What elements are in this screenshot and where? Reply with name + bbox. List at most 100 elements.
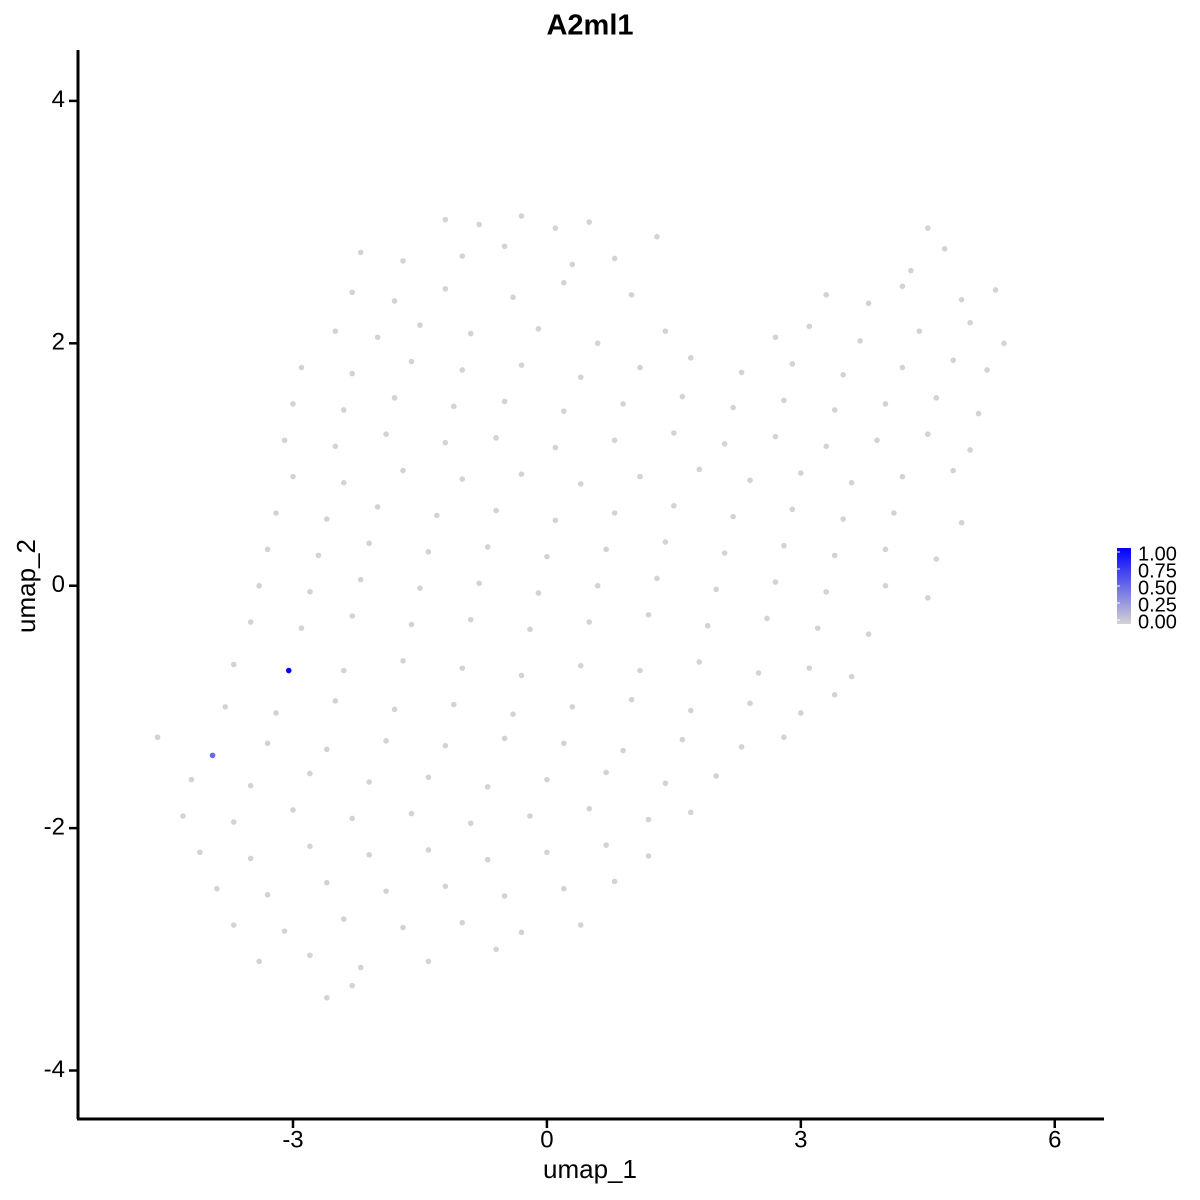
point — [366, 851, 372, 858]
point — [941, 245, 948, 252]
point — [501, 893, 508, 899]
point — [383, 888, 389, 894]
color-tick-label: 1.00 — [1138, 543, 1177, 565]
point — [493, 507, 499, 514]
point — [501, 243, 508, 250]
point — [476, 221, 482, 228]
point — [357, 964, 364, 971]
point — [671, 502, 677, 509]
point — [628, 696, 635, 703]
point — [349, 289, 356, 296]
point — [290, 473, 296, 480]
point — [383, 738, 389, 744]
point — [603, 842, 609, 848]
point — [518, 471, 525, 478]
point — [425, 958, 432, 965]
point — [544, 849, 550, 856]
point — [781, 397, 787, 404]
point — [806, 323, 813, 330]
x-tick-label: 3 — [794, 1126, 807, 1153]
point — [696, 466, 703, 473]
point — [561, 408, 567, 414]
point — [467, 820, 474, 827]
point — [637, 667, 643, 674]
point — [510, 711, 516, 717]
point — [772, 579, 779, 585]
point — [687, 809, 694, 816]
point — [425, 548, 432, 555]
point — [340, 916, 347, 922]
point — [324, 746, 330, 753]
point — [628, 292, 635, 298]
point — [451, 701, 457, 708]
point — [561, 885, 567, 892]
point — [442, 216, 449, 223]
point — [882, 401, 889, 407]
point — [950, 467, 956, 474]
point — [764, 615, 770, 622]
point — [281, 437, 288, 444]
point — [561, 740, 567, 747]
point — [586, 219, 593, 225]
point — [366, 540, 372, 547]
point — [349, 370, 356, 377]
x-tick-label: 0 — [540, 1126, 553, 1153]
point — [908, 267, 914, 274]
point — [603, 769, 609, 776]
point — [747, 700, 753, 707]
point — [391, 395, 398, 401]
x-axis-label: umap_1 — [543, 1154, 637, 1184]
point — [654, 575, 660, 582]
point — [840, 516, 846, 522]
point — [738, 369, 745, 376]
point — [383, 431, 389, 438]
point — [933, 395, 940, 401]
point — [738, 744, 745, 750]
point — [654, 233, 660, 240]
point — [798, 470, 804, 476]
point — [247, 619, 254, 625]
point — [823, 443, 830, 450]
point — [357, 249, 364, 256]
point — [603, 546, 609, 553]
point — [679, 393, 686, 400]
point — [340, 407, 347, 413]
point — [459, 919, 466, 926]
point — [400, 924, 406, 931]
point — [391, 706, 398, 713]
point — [594, 340, 601, 347]
color-tick-label: 0.25 — [1138, 594, 1177, 616]
point — [290, 401, 296, 407]
point — [687, 355, 694, 361]
point — [789, 361, 796, 367]
point — [340, 479, 347, 486]
point — [561, 279, 567, 286]
point — [662, 328, 669, 334]
point — [264, 546, 271, 553]
point — [459, 665, 466, 671]
point — [611, 255, 618, 262]
point — [882, 582, 889, 589]
point — [349, 982, 356, 989]
point — [298, 364, 305, 371]
point — [417, 585, 423, 591]
point — [264, 740, 271, 747]
point — [891, 510, 897, 516]
point — [823, 588, 830, 595]
point — [882, 546, 889, 553]
point — [349, 613, 356, 619]
point — [357, 576, 364, 583]
point — [527, 626, 533, 633]
point — [230, 819, 237, 825]
point — [484, 856, 491, 863]
point — [831, 407, 838, 413]
point — [552, 517, 559, 524]
point — [899, 283, 906, 290]
point — [527, 813, 533, 819]
point — [611, 510, 618, 516]
point — [831, 552, 838, 559]
y-tick-label: -2 — [44, 813, 65, 840]
point — [747, 477, 753, 484]
point — [425, 774, 432, 781]
